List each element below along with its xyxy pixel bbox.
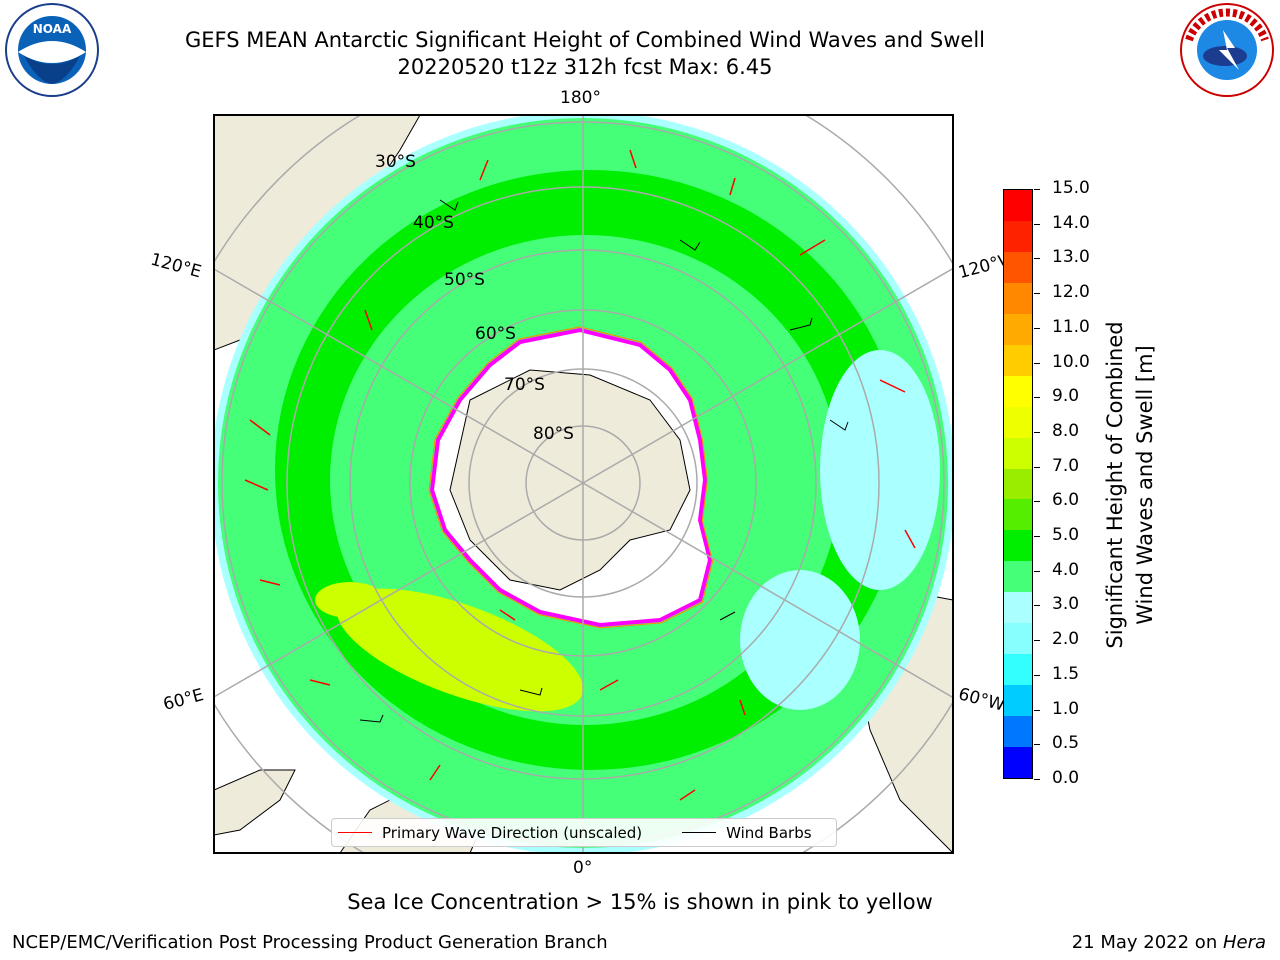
colorbar-segment [1004,375,1032,407]
colorbar-tick-label: 5.0 [1052,525,1080,546]
colorbar-tick-label: 3.0 [1052,594,1080,615]
wave-direction-label: Primary Wave Direction (unscaled) [382,823,643,842]
colorbar-tick-mark [1034,536,1040,538]
footer-date: 21 May 2022 on Hera [1072,932,1266,953]
colorbar-segment [1004,251,1032,283]
colorbar-tick-mark [1034,327,1040,329]
svg-text:NOAA: NOAA [33,22,72,36]
colorbar-tick-label: 13.0 [1052,247,1090,268]
colorbar-tick-label: 1.0 [1052,698,1080,719]
wind-barb-swatch [682,832,717,833]
colorbar-label: Significant Height of Combined Wind Waves… [1100,321,1160,648]
colorbar-segment [1004,715,1032,748]
lat-label-70s: 70°S [504,375,545,395]
lon-label-0: 0° [573,858,593,878]
colorbar-tick-label: 14.0 [1052,212,1090,233]
colorbar-segment [1004,746,1032,778]
wave-direction-swatch [338,832,372,833]
colorbar-segment [1004,220,1032,252]
colorbar-tick-mark [1034,501,1040,503]
colorbar-tick-label: 4.0 [1052,559,1080,580]
colorbar-segment [1004,344,1032,376]
lat-label-30s: 30°S [375,152,416,172]
colorbar-tick-mark [1034,605,1040,607]
colorbar-tick-mark [1034,223,1040,225]
colorbar-segment [1004,529,1032,562]
colorbar-tick-mark [1034,709,1040,711]
colorbar-tick-mark [1034,189,1040,190]
colorbar-tick-mark [1034,466,1040,468]
map-legend: Primary Wave Direction (unscaled) Wind B… [331,818,837,847]
footer-host: Hera [1222,932,1266,953]
colorbar-segment [1004,653,1032,686]
lat-label-50s: 50°S [444,270,485,290]
colorbar-tick-label: 2.0 [1052,629,1080,650]
noaa-logo: NOAA [5,3,99,97]
colorbar-segment [1004,437,1032,469]
colorbar-segment [1004,313,1032,345]
lat-label-60s: 60°S [475,324,516,344]
lon-label-180: 180° [560,88,601,108]
colorbar-segment [1004,282,1032,314]
colorbar-tick-mark [1034,779,1040,780]
colorbar-segment [1004,684,1032,717]
colorbar-tick-label: 0.0 [1052,768,1080,788]
lat-label-80s: 80°S [533,424,574,444]
colorbar-segment [1004,560,1032,593]
footer-date-text: 21 May 2022 on [1071,932,1223,953]
wind-barb-label: Wind Barbs [726,823,812,842]
colorbar-tick-label: 10.0 [1052,351,1090,372]
colorbar-tick-label: 6.0 [1052,490,1080,511]
colorbar-tick-label: 7.0 [1052,455,1080,476]
colorbar [1003,189,1033,779]
nws-logo [1180,3,1274,97]
colorbar-tick-mark [1034,293,1040,295]
colorbar-tick-mark [1034,397,1040,399]
lat-label-40s: 40°S [413,213,454,233]
wave-max-region [336,588,584,712]
colorbar-tick-label: 8.0 [1052,420,1080,441]
footer-credit: NCEP/EMC/Verification Post Processing Pr… [12,932,608,953]
colorbar-segment [1004,406,1032,438]
madagascar-landmass [214,769,296,836]
chart-subtitle: 20220520 t12z 312h fcst Max: 6.45 [397,55,773,79]
chart-title: GEFS MEAN Antarctic Significant Height o… [184,28,986,52]
sea-ice-note: Sea Ice Concentration > 15% is shown in … [347,890,933,914]
colorbar-tick-mark [1034,258,1040,260]
colorbar-segment [1004,189,1032,221]
colorbar-tick-label: 1.5 [1052,663,1080,684]
colorbar-label-line: Wind Waves and Swell [m] [1133,345,1157,625]
colorbar-segment [1004,591,1032,624]
colorbar-tick-label: 0.5 [1052,733,1080,754]
colorbar-segment [1004,622,1032,655]
colorbar-tick-mark [1034,570,1040,572]
colorbar-tick-mark [1034,674,1040,676]
colorbar-tick-mark [1034,744,1040,746]
colorbar-segment [1004,498,1032,531]
colorbar-segment [1004,468,1032,500]
colorbar-tick-label: 15.0 [1052,178,1090,198]
colorbar-tick-label: 9.0 [1052,386,1080,407]
colorbar-tick-label: 11.0 [1052,316,1090,337]
colorbar-tick-label: 12.0 [1052,282,1090,303]
colorbar-tick-mark [1034,640,1040,642]
colorbar-label-line: Significant Height of Combined [1103,321,1127,649]
colorbar-tick-mark [1034,431,1040,433]
colorbar-tick-mark [1034,362,1040,364]
